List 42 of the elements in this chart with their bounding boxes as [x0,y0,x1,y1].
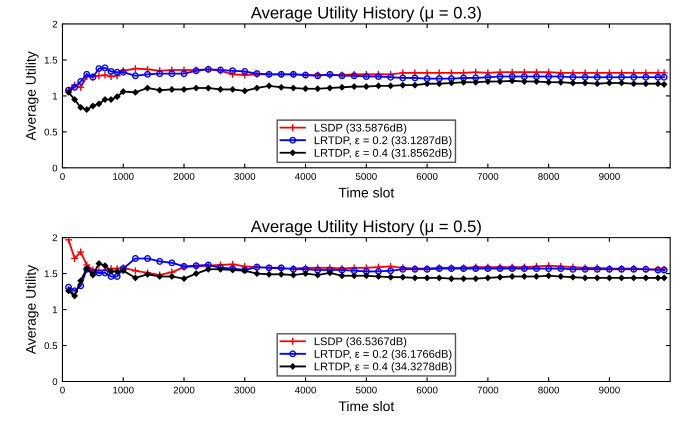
y-tick-label: 0.5 [44,128,58,136]
x-tick-label: 8000 [538,386,560,394]
y-tick-label: 0 [52,378,58,386]
legend-label: LRTDP, ε = 0.4 (31.8562dB) [314,148,452,159]
legend-label: LSDP (33.5876dB) [314,123,406,134]
y-tick-label: 1 [52,92,58,100]
x-tick-label: 0 [60,172,65,180]
x-tick-label: 9000 [599,386,620,394]
x-tick-label: 3000 [234,172,256,180]
x-tick-label: 4000 [294,172,316,180]
x-tick-label: 2000 [174,172,194,180]
x-tick-label: 7000 [478,172,498,180]
x-tick-label: 0 [60,386,65,394]
legend-label: LRTDP, ε = 0.2 (36.1766dB) [314,350,452,360]
y-tick-label: 1.5 [44,270,58,278]
x-tick-label: 9000 [599,172,620,180]
x-tick-label: 3000 [234,386,256,394]
x-axis-title: Time slot [338,187,394,198]
y-tick-label: 0 [52,164,58,172]
legend-label: LRTDP, ε = 0.2 (33.1287dB) [314,136,452,146]
y-tick-label: 0.5 [44,342,58,350]
x-tick-label: 6000 [416,172,438,180]
legend-label: LSDP (36.5367dB) [314,337,406,348]
x-tick-label: 7000 [478,386,498,394]
x-tick-label: 5000 [356,386,377,394]
x-tick-label: 8000 [538,172,560,180]
y-tick-label: 1 [52,306,58,314]
chart-title: Average Utility History (μ = 0.5) [250,220,481,236]
x-tick-label: 4000 [294,386,316,394]
x-tick-label: 1000 [113,386,134,394]
x-tick-label: 5000 [356,172,377,180]
legend-label: LRTDP, ε = 0.4 (34.3278dB) [314,362,452,373]
x-tick-label: 1000 [113,172,134,180]
y-axis-title: Average Utility [26,51,39,141]
y-tick-label: 1.5 [44,56,58,64]
x-tick-label: 6000 [416,386,438,394]
chart-title: Average Utility History (μ = 0.3) [250,6,481,22]
y-tick-label: 2 [52,234,58,242]
x-tick-label: 2000 [174,386,194,394]
y-tick-label: 2 [52,20,58,28]
x-axis-title: Time slot [338,400,394,412]
y-axis-title: Average Utility [26,264,39,354]
